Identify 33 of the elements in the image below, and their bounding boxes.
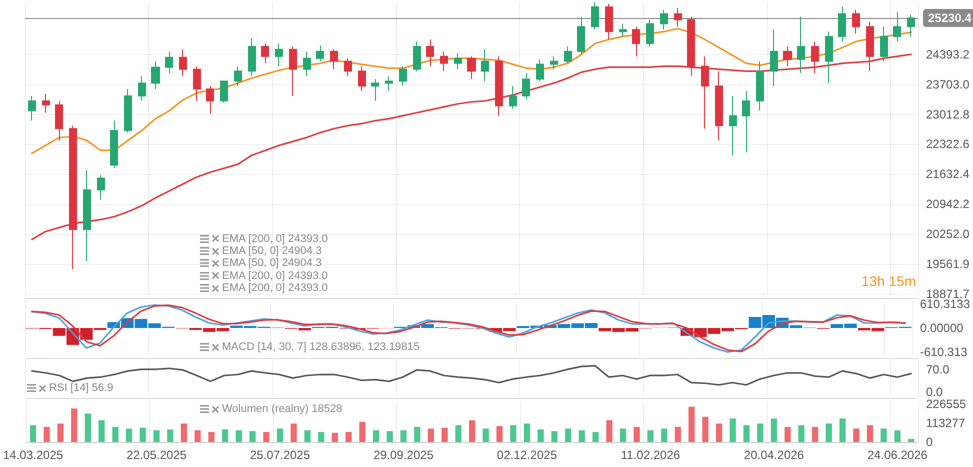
y-tick-label: 23012.8	[926, 107, 970, 122]
y-tick-label: -610.313	[920, 345, 968, 360]
annotation: MACD [14, 30, 7] 128.63896, 123.19815	[222, 341, 420, 353]
x-tick-label: 29.09.2025	[373, 448, 434, 462]
y-tick-label: 23703.0	[926, 77, 970, 92]
x-tick-label: 14.03.2025	[2, 448, 64, 462]
y-tick-label: 113277	[926, 416, 966, 430]
annotation: EMA [200, 0] 24393.0	[222, 270, 328, 282]
ref-line-label: 25230.4	[928, 11, 972, 26]
y-tick-label: 0.00000	[920, 321, 964, 335]
annotation: EMA [200, 0] 24393.0	[222, 282, 328, 294]
x-tick-label: 22.05.2025	[126, 448, 187, 462]
annotation: EMA [200, 0] 24393.0	[222, 232, 328, 245]
x-tick-label: 25.07.2025	[250, 448, 310, 462]
y-tick-label: 0.0	[926, 385, 944, 399]
annotation: EMA [50, 0] 24904.3	[222, 245, 322, 258]
annotation: EMA [50, 0] 24904.3	[222, 257, 322, 270]
y-tick-label: 19561.9	[926, 257, 970, 272]
y-tick-label: 70.0	[926, 362, 950, 376]
y-tick-label: 24393.2	[926, 47, 970, 62]
y-tick-label: 21632.4	[926, 167, 970, 182]
annotation: 13h 15m	[862, 273, 916, 289]
annotation: Wolumen (realny) 18528	[222, 403, 342, 415]
annotation: RSI [14] 56.9	[49, 382, 114, 394]
x-tick-label: 24.06.2026	[867, 448, 928, 462]
y-tick-label: 22322.6	[926, 137, 970, 152]
x-tick-label: 11.02.2026	[620, 448, 680, 462]
y-tick-label: 20252.0	[926, 227, 970, 242]
y-tick-label: 20942.2	[926, 197, 970, 212]
y-tick-label: 226555	[926, 397, 966, 411]
y-tick-label: 0	[926, 435, 933, 449]
x-tick-label: 20.04.2026	[744, 448, 804, 462]
x-tick-label: 02.12.2025	[496, 448, 558, 462]
